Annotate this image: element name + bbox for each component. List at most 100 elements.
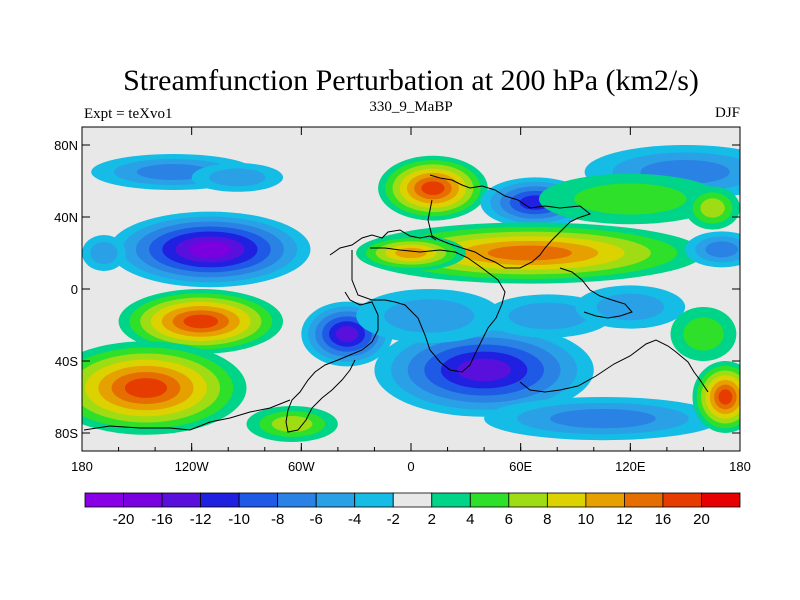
x-tick-label: 0 [407, 459, 414, 474]
subtitle-right: DJF [715, 105, 740, 121]
colorbar-swatch [277, 492, 317, 508]
contour-band [209, 168, 266, 187]
contour-band [124, 378, 168, 398]
colorbar-swatch [624, 492, 664, 508]
coastline-antarctica [83, 399, 291, 431]
colorbar-label: -20 [113, 511, 135, 528]
contour-band [508, 302, 588, 330]
x-axis: 180 120W 60W 0 60E 120E 180 [71, 127, 751, 474]
y-tick-label: 40S [55, 354, 78, 369]
colorbar-label: -10 [228, 511, 250, 528]
contour-band [188, 241, 232, 258]
contour-band [183, 314, 219, 329]
contour-feature [356, 289, 503, 343]
colorbar-swatch [392, 492, 433, 508]
contour-band [271, 416, 313, 432]
coastline-australia [519, 339, 709, 393]
x-tick-label: 60E [509, 459, 532, 474]
colorbar-swatch [354, 492, 394, 508]
contour-band [395, 247, 427, 259]
continent-outlines [83, 174, 709, 433]
contour-feature [118, 289, 284, 354]
coastline-south-america [285, 291, 379, 433]
contour-band [596, 293, 665, 321]
subtitle-center: 330_9_MaBP [369, 99, 452, 115]
subtitle-left: Expt = teXvo1 [84, 106, 172, 122]
y-tick-label: 0 [71, 282, 78, 297]
contour-feature [685, 231, 740, 268]
contour-band [90, 241, 118, 265]
contour-band [136, 164, 210, 180]
contour-feature [378, 155, 488, 221]
colorbar-swatch [161, 492, 201, 508]
y-tick-label: 40N [54, 210, 78, 225]
colorbar-swatch [200, 492, 240, 508]
colorbar-label: 4 [466, 511, 474, 528]
contour-band [487, 245, 572, 261]
colorbar-label: -2 [387, 511, 400, 528]
contour-feature [356, 222, 704, 284]
contour-feature [82, 235, 126, 271]
x-tick-label: 180 [729, 459, 751, 474]
colorbar-label: -12 [190, 511, 212, 528]
contour-feature [246, 406, 338, 442]
colorbar-label: 20 [693, 511, 710, 528]
contour-band [705, 241, 738, 258]
x-tick-label: 180 [71, 459, 93, 474]
contour-feature [692, 361, 740, 433]
contour-band [421, 181, 445, 196]
colorbar-label: -8 [271, 511, 284, 528]
coastline-central-america [329, 229, 437, 256]
contour-band [574, 183, 687, 215]
colorbar-label: 8 [543, 511, 551, 528]
y-axis: 80N 40N 0 40S 80S [54, 138, 740, 441]
y-tick-label: 80S [55, 426, 78, 441]
colorbar-swatch [585, 492, 625, 508]
colorbar-label: -4 [348, 511, 361, 528]
plot-area [81, 126, 741, 452]
coastline-eurasia [427, 174, 592, 269]
colorbar-label: -6 [310, 511, 323, 528]
contour-band [700, 198, 725, 218]
colorbar-swatch [546, 492, 587, 508]
contour-band [384, 299, 475, 333]
x-tick-label: 120W [175, 459, 210, 474]
contour-feature [575, 285, 686, 329]
contour-feature [191, 163, 284, 192]
contour-feature [685, 186, 740, 230]
contour-band [718, 389, 733, 405]
contour-band [550, 409, 656, 429]
contour-band [683, 317, 724, 351]
colorbar: -20 -16 -12 -10 -8 -6 -4 -2 2 4 6 8 10 12 16 20 [84, 492, 741, 528]
colorbar-label: -16 [151, 511, 173, 528]
coastline-africa [351, 247, 506, 373]
colorbar-swatch [508, 492, 548, 508]
contour-feature [484, 397, 722, 441]
colorbar-swatch [431, 492, 471, 508]
contour-band [335, 326, 359, 342]
x-tick-label: 120E [615, 459, 646, 474]
contour-feature [356, 235, 466, 271]
colorbar-label: 2 [428, 511, 436, 528]
colorbar-label: 10 [578, 511, 595, 528]
colorbar-label: 12 [616, 511, 633, 528]
x-tick-label: 60W [288, 459, 315, 474]
contour-feature [670, 307, 737, 361]
colorbar-swatch [84, 492, 124, 508]
y-tick-label: 80N [54, 138, 78, 153]
colorbar-swatch [238, 492, 279, 508]
colorbar-label: 6 [505, 511, 513, 528]
colorbar-label: 16 [655, 511, 672, 528]
coastline-se-asia [559, 267, 633, 319]
colorbar-swatch [701, 492, 741, 508]
contour-feature [538, 173, 722, 225]
chart-title: Streamfunction Perturbation at 200 hPa (… [123, 64, 699, 97]
colorbar-swatch [123, 492, 163, 508]
colorbar-swatch [662, 492, 702, 508]
contour-feature [109, 211, 311, 288]
contour-feature [82, 341, 247, 435]
colorbar-swatch [315, 492, 356, 508]
contour-band [457, 358, 511, 382]
colorbar-swatch [469, 492, 510, 508]
